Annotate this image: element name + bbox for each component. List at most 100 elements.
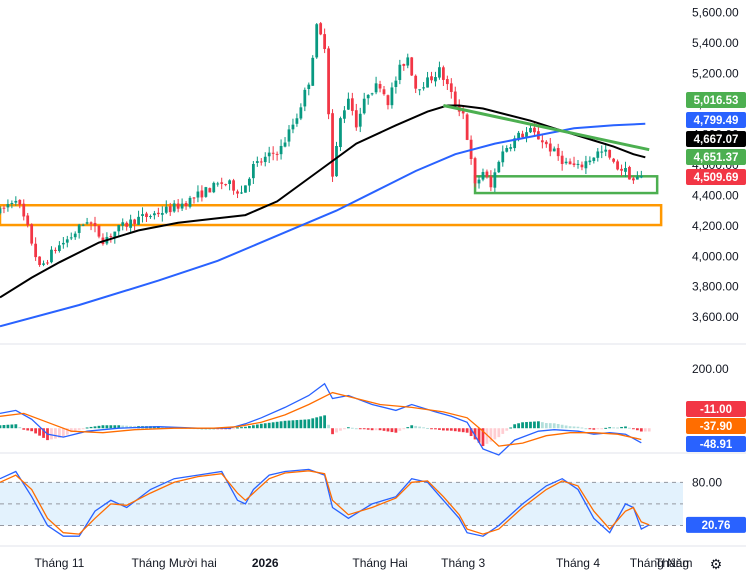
candle-body bbox=[244, 185, 247, 193]
macd-hist-bar bbox=[513, 424, 517, 429]
candle-body bbox=[22, 203, 26, 217]
macd-y-tick-label: 200.00 bbox=[692, 362, 729, 376]
price-badge-bg bbox=[686, 149, 746, 165]
candle-body bbox=[497, 161, 501, 173]
candle-body bbox=[303, 89, 307, 107]
candle-body bbox=[89, 222, 93, 224]
candle-body bbox=[335, 146, 338, 177]
macd-hist-bar bbox=[93, 426, 97, 429]
macd-hist-bar bbox=[105, 425, 109, 429]
macd-hist-bar bbox=[497, 428, 501, 438]
candle-body bbox=[299, 107, 303, 119]
price-badge-bg bbox=[686, 92, 746, 108]
candle-body bbox=[279, 145, 283, 155]
macd-hist-bar bbox=[279, 421, 283, 429]
candle-body bbox=[331, 113, 334, 177]
macd-hist-bar bbox=[311, 418, 315, 429]
candle-body bbox=[323, 34, 327, 50]
macd-hist-bar bbox=[620, 426, 623, 429]
macd-hist-bar bbox=[121, 425, 125, 429]
macd-hist-bar bbox=[77, 428, 81, 430]
candle-body bbox=[255, 161, 259, 163]
candle-body bbox=[449, 83, 453, 92]
macd-hist-bar bbox=[386, 428, 390, 432]
candle-body bbox=[378, 84, 382, 89]
candle-body bbox=[628, 166, 631, 180]
macd-hist-bar bbox=[402, 428, 406, 430]
macd-hist-bar bbox=[394, 428, 398, 433]
macd-hist-bar bbox=[643, 428, 647, 432]
candle-body bbox=[556, 148, 560, 157]
macd-hist-bar bbox=[505, 428, 509, 431]
x-tick-label: Tháng 4 bbox=[556, 556, 600, 570]
candle-body bbox=[34, 243, 38, 258]
candle-body bbox=[580, 164, 584, 168]
macd-hist-bar bbox=[445, 428, 449, 431]
macd-hist-bar bbox=[30, 428, 34, 432]
macd-hist-bar bbox=[410, 425, 414, 429]
stoch-badge-bg bbox=[686, 516, 746, 533]
macd-hist-bar bbox=[382, 428, 386, 431]
candle-body bbox=[263, 156, 267, 163]
candle-body bbox=[10, 203, 14, 205]
y-tick-label: 3,800.00 bbox=[692, 280, 739, 294]
macd-hist-bar bbox=[263, 423, 267, 429]
candle-body bbox=[596, 151, 600, 158]
candle-body bbox=[2, 207, 6, 209]
candle-body bbox=[513, 138, 517, 149]
macd-hist-bar bbox=[85, 427, 89, 429]
candle-body bbox=[184, 203, 188, 207]
candle-body bbox=[477, 179, 481, 184]
macd-hist-bar bbox=[358, 428, 362, 430]
macd-hist-bar bbox=[236, 427, 239, 429]
candle-body bbox=[572, 163, 576, 166]
candle-body bbox=[220, 182, 224, 184]
macd-hist-bar bbox=[26, 428, 30, 431]
candle-body bbox=[386, 95, 390, 106]
macd-hist-bar bbox=[251, 425, 255, 429]
y-tick-label: 3,600.00 bbox=[692, 310, 739, 324]
candle-body bbox=[77, 224, 81, 233]
candle-body bbox=[117, 224, 121, 232]
candle-body bbox=[505, 148, 509, 152]
candle-body bbox=[354, 110, 358, 128]
candle-body bbox=[604, 149, 608, 152]
macd-hist-bar bbox=[378, 428, 382, 431]
candle-body bbox=[343, 110, 346, 119]
candle-body bbox=[42, 263, 45, 265]
macd-hist-bar bbox=[533, 421, 536, 429]
candle-body bbox=[374, 83, 378, 93]
candle-body bbox=[291, 124, 295, 130]
candle-body bbox=[125, 222, 129, 227]
macd-hist-bar bbox=[362, 428, 366, 430]
macd-hist-bar bbox=[461, 428, 465, 433]
candle-body bbox=[0, 208, 2, 214]
candle-body bbox=[616, 161, 619, 170]
macd-hist-bar bbox=[244, 426, 247, 429]
candle-body bbox=[485, 171, 489, 177]
macd-hist-bar bbox=[57, 428, 61, 438]
candle-body bbox=[267, 152, 271, 157]
candle-body bbox=[414, 75, 418, 89]
gear-icon[interactable]: ⚙ bbox=[709, 556, 723, 572]
candle-body bbox=[30, 224, 34, 244]
candle-body bbox=[366, 94, 370, 99]
y-tick-label: 5,600.00 bbox=[692, 6, 739, 20]
candle-body bbox=[311, 57, 315, 86]
macd-hist-bar bbox=[442, 428, 445, 431]
candle-body bbox=[69, 237, 73, 239]
candle-body bbox=[216, 183, 220, 185]
candle-body bbox=[295, 118, 299, 124]
zone-box-1 bbox=[0, 203, 663, 227]
candle-body bbox=[319, 23, 323, 35]
candle-body bbox=[200, 190, 204, 198]
price-badge: 4,651.37 bbox=[694, 152, 739, 164]
macd-hist-bar bbox=[576, 426, 580, 429]
macd-hist-bar bbox=[89, 426, 93, 429]
candle-body bbox=[442, 67, 445, 80]
candle-body bbox=[73, 233, 77, 238]
macd-hist-bar bbox=[418, 426, 422, 429]
candle-body bbox=[153, 213, 156, 216]
macd-hist-bar bbox=[564, 425, 568, 429]
